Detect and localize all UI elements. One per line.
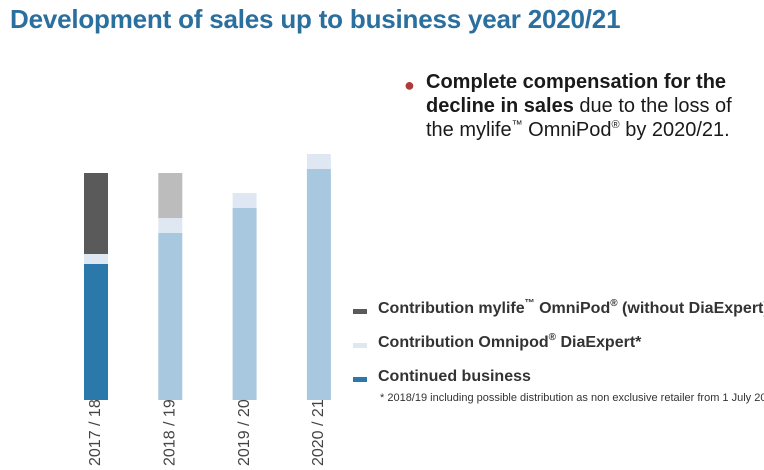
bar-segment-1-2: [84, 254, 108, 264]
legend-swatch-continued: [353, 377, 367, 382]
bar-segment-4-2: [306, 154, 331, 169]
bar-segment-3-2: [232, 193, 257, 208]
legend-label-diaexpert: Contribution Omnipod® DiaExpert*: [378, 332, 641, 354]
key-message-text: Complete compensation for the decline in…: [426, 70, 759, 142]
bar-segment-2-3: [158, 173, 183, 218]
legend-label-part: Contribution Omnipod: [378, 334, 549, 351]
trademark-mark: ™: [511, 119, 523, 131]
legend-label-omnipod: Contribution mylife™ OmniPod® (without D…: [378, 298, 764, 320]
legend-label-mark: ®: [610, 298, 618, 309]
bar-segment-2-1: [158, 233, 183, 400]
category-label: 2019 / 20: [236, 399, 253, 466]
registered-mark: ®: [611, 119, 620, 131]
key-message-rest-3: by 2020/21.: [619, 119, 730, 141]
page-title: Development of sales up to business year…: [10, 4, 621, 34]
bar-segment-4-1: [306, 169, 331, 400]
legend-label-continued: Continued business: [378, 366, 531, 388]
legend-label-part: DiaExpert*: [556, 334, 642, 351]
bullet-dot-icon: ●: [404, 75, 415, 95]
bar-segment-3-1: [232, 208, 257, 400]
key-message: ● Complete compensation for the decline …: [404, 70, 759, 142]
legend-label-part: Continued business: [378, 368, 531, 385]
legend-label-part: (without DiaExpert): [617, 300, 764, 317]
bar-segment-2-2: [158, 218, 183, 233]
legend-label-part: OmniPod: [534, 300, 611, 317]
legend-label-mark: ™: [524, 298, 535, 309]
legend-swatch-omnipod: [353, 309, 367, 314]
bar-segment-1-3: [84, 173, 108, 254]
legend-label-part: Contribution mylife: [378, 300, 525, 317]
legend-swatch-diaexpert: [353, 343, 367, 348]
category-label: 2018 / 19: [162, 399, 179, 466]
key-message-rest-2: OmniPod: [522, 119, 612, 141]
category-label: 2017 / 18: [87, 399, 104, 466]
key-message-bold: Complete compensation for the decline in…: [426, 71, 727, 117]
bar-segment-1-1: [84, 264, 108, 400]
key-message-rest-1: due to the loss of the mylife: [426, 95, 732, 141]
legend-label-mark: ®: [548, 332, 556, 343]
category-label: 2020 / 21: [310, 399, 327, 466]
footnote: * 2018/19 including possible distributio…: [380, 392, 764, 404]
